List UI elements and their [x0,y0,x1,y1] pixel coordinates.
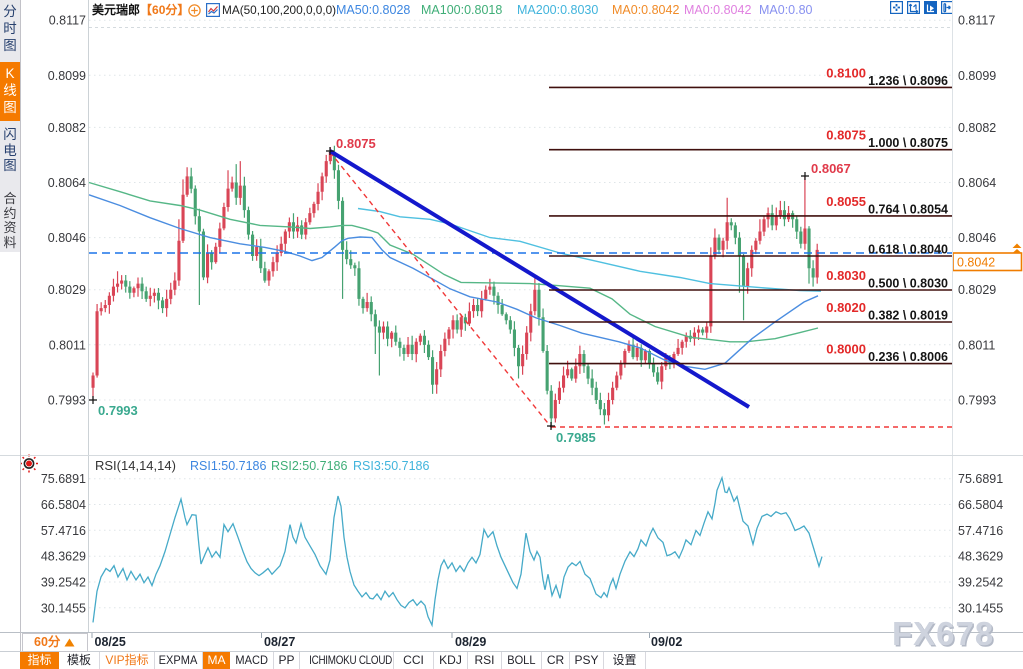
svg-text:0.8020: 0.8020 [826,300,866,315]
svg-text:0.7985: 0.7985 [556,430,596,445]
svg-text:0.236 \ 0.8006: 0.236 \ 0.8006 [868,350,948,364]
svg-text:0.8055: 0.8055 [826,194,866,209]
svg-text:0.8075: 0.8075 [826,128,866,143]
svg-text:0.7993: 0.7993 [958,394,996,408]
svg-text:0.8067: 0.8067 [811,161,851,176]
svg-text:57.4716: 57.4716 [41,524,86,538]
svg-text:0.7993: 0.7993 [48,394,86,408]
svg-text:0.382 \ 0.8019: 0.382 \ 0.8019 [868,309,948,323]
svg-text:0.8117: 0.8117 [49,14,86,28]
svg-text:0.8100: 0.8100 [826,65,866,80]
svg-text:0.8064: 0.8064 [958,176,996,190]
svg-text:0.8099: 0.8099 [958,69,996,83]
svg-text:0.8029: 0.8029 [48,283,86,297]
svg-text:48.3629: 48.3629 [41,550,86,564]
svg-text:48.3629: 48.3629 [958,550,1003,564]
svg-text:0.8042: 0.8042 [957,256,995,270]
svg-text:0.8117: 0.8117 [958,14,995,28]
svg-text:0.8030: 0.8030 [826,268,866,283]
svg-text:57.4716: 57.4716 [958,524,1003,538]
svg-text:0.7993: 0.7993 [98,403,138,418]
svg-text:75.6891: 75.6891 [958,472,1003,486]
svg-text:0.8099: 0.8099 [48,69,86,83]
svg-text:39.2542: 39.2542 [958,576,1003,590]
svg-text:0.8082: 0.8082 [958,121,996,135]
svg-text:0.8029: 0.8029 [958,283,996,297]
svg-text:0.8011: 0.8011 [958,338,995,352]
svg-text:66.5804: 66.5804 [41,498,86,512]
svg-text:75.6891: 75.6891 [41,472,86,486]
svg-text:66.5804: 66.5804 [958,498,1003,512]
svg-text:1.000 \ 0.8075: 1.000 \ 0.8075 [868,136,948,150]
svg-text:0.8046: 0.8046 [958,231,996,245]
svg-text:0.500 \ 0.8030: 0.500 \ 0.8030 [868,277,948,291]
svg-text:0.8000: 0.8000 [826,342,866,357]
svg-text:1.236 \ 0.8096: 1.236 \ 0.8096 [868,74,948,88]
svg-text:0.8075: 0.8075 [336,136,376,151]
svg-text:30.1455: 30.1455 [958,601,1003,615]
svg-text:0.8046: 0.8046 [48,231,86,245]
svg-text:0.8082: 0.8082 [48,121,86,135]
svg-text:0.618 \ 0.8040: 0.618 \ 0.8040 [868,243,948,257]
svg-text:0.8011: 0.8011 [49,338,86,352]
svg-text:0.764 \ 0.8054: 0.764 \ 0.8054 [868,202,948,216]
svg-text:39.2542: 39.2542 [41,576,86,590]
svg-text:0.8064: 0.8064 [48,176,86,190]
svg-text:30.1455: 30.1455 [41,601,86,615]
